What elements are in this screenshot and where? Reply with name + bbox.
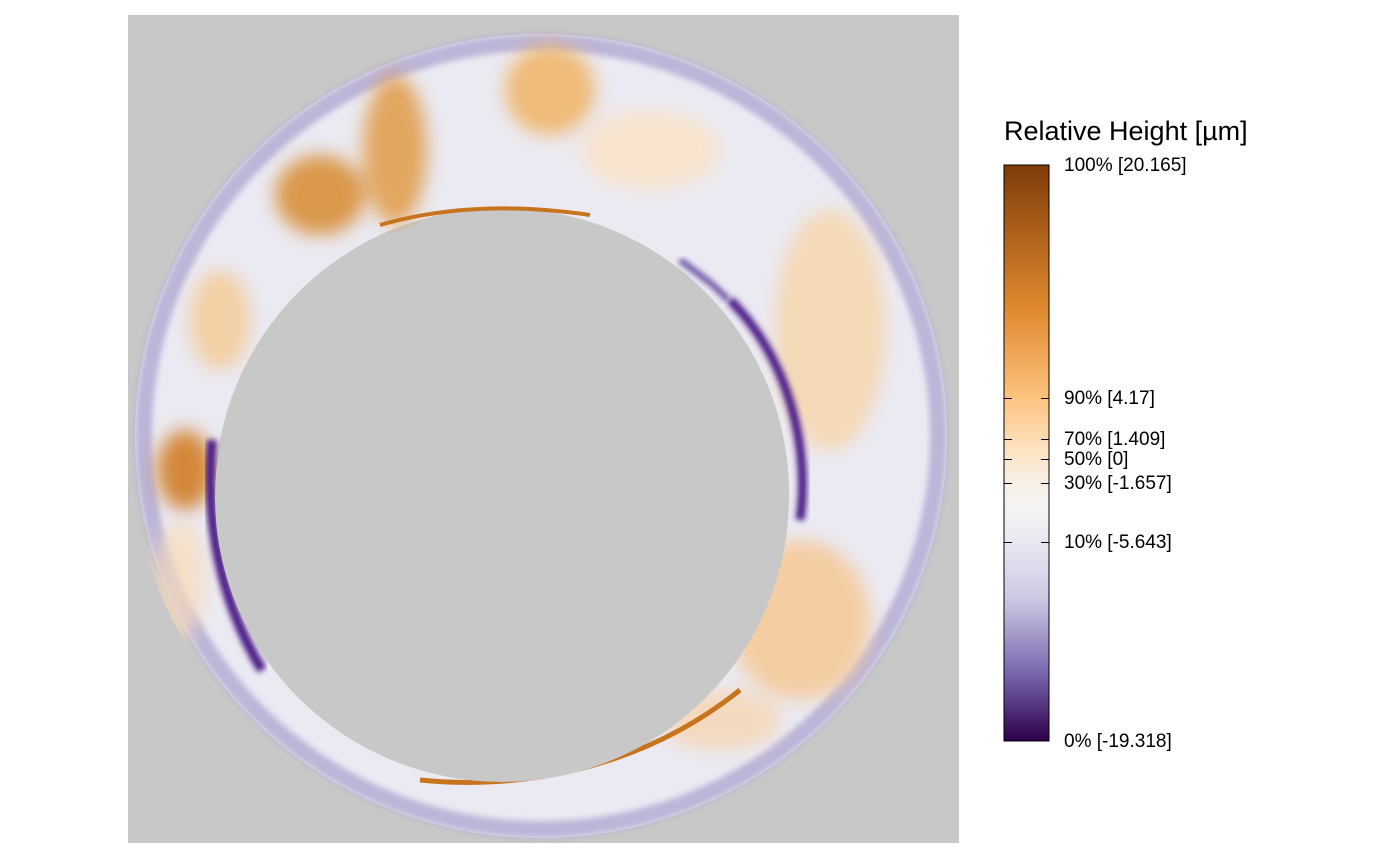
colorbar-tick-mark <box>1004 541 1012 543</box>
colorbar-tick-mark <box>1041 541 1049 543</box>
colorbar-tick-label: 70% [1.409] <box>1064 428 1166 450</box>
colorbar-tick-label: 50% [0] <box>1064 449 1129 471</box>
colorbar-tick-label: 10% [-5.643] <box>1064 531 1172 553</box>
colorbar-tick-mark <box>1004 398 1012 400</box>
colorbar-tick-label: 100% [20.165] <box>1064 155 1187 176</box>
colorbar-tick-label: 90% [4.17] <box>1064 388 1155 410</box>
colorbar <box>1003 164 1050 742</box>
height-map-ring <box>135 34 947 838</box>
high-regions <box>155 45 885 750</box>
colorbar-tick-mark <box>1004 459 1012 461</box>
ring-base <box>135 34 947 838</box>
colorbar-tick-mark <box>1041 459 1049 461</box>
colorbar-tick-mark <box>1004 483 1012 485</box>
inner-hole <box>215 212 789 782</box>
legend-title: Relative Height [µm] <box>1004 116 1248 146</box>
colorbar-tick-mark <box>1041 438 1049 440</box>
colorbar-tick-label: 30% [-1.657] <box>1064 473 1172 495</box>
colorbar-tick-mark <box>1041 398 1049 400</box>
colorbar-tick-mark <box>1004 438 1012 440</box>
colorbar-tick-mark <box>1041 483 1049 485</box>
colorbar-tick-label: 0% [-19.318] <box>1064 731 1172 752</box>
